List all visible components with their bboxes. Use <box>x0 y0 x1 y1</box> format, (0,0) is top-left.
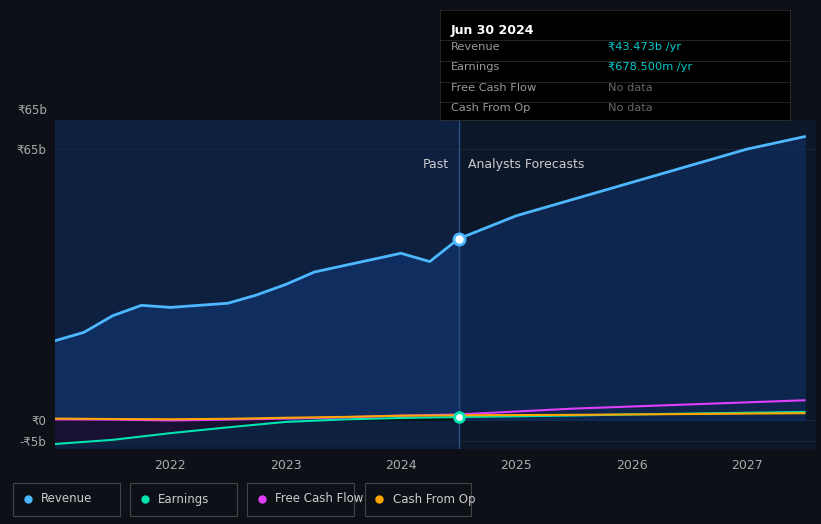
Text: Revenue: Revenue <box>451 42 500 52</box>
Text: Revenue: Revenue <box>41 493 93 506</box>
Text: No data: No data <box>608 83 653 93</box>
Text: Cash From Op: Cash From Op <box>451 103 530 113</box>
Text: Jun 30 2024: Jun 30 2024 <box>451 24 534 37</box>
Text: Earnings: Earnings <box>451 62 500 72</box>
Text: ₹43.473b /yr: ₹43.473b /yr <box>608 42 681 52</box>
Text: ₹678.500m /yr: ₹678.500m /yr <box>608 62 692 72</box>
Text: No data: No data <box>608 103 653 113</box>
Text: Free Cash Flow: Free Cash Flow <box>451 83 536 93</box>
Text: Free Cash Flow: Free Cash Flow <box>276 493 364 506</box>
Text: Past: Past <box>423 158 449 171</box>
Text: Cash From Op: Cash From Op <box>392 493 475 506</box>
Text: Earnings: Earnings <box>158 493 209 506</box>
Bar <box>55 120 459 449</box>
Text: Analysts Forecasts: Analysts Forecasts <box>468 158 585 171</box>
Text: ₹65b: ₹65b <box>17 104 47 117</box>
Bar <box>459 120 816 449</box>
